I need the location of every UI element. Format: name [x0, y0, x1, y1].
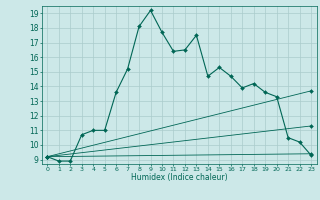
X-axis label: Humidex (Indice chaleur): Humidex (Indice chaleur) — [131, 173, 228, 182]
